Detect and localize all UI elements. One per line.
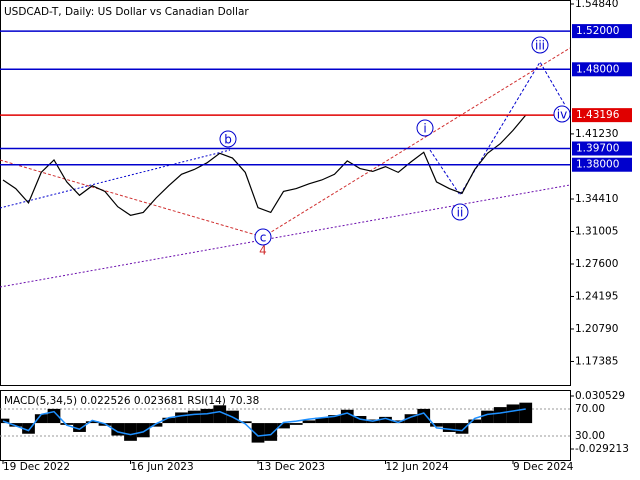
wave-label: iv <box>557 108 567 122</box>
macd-bar <box>73 423 86 432</box>
y-tick-label: 1.34410 <box>575 193 618 205</box>
macd-bar <box>0 418 10 424</box>
macd-bar <box>289 423 303 425</box>
macd-bar <box>430 423 443 427</box>
macd-bar <box>124 423 137 441</box>
trendline <box>0 159 264 238</box>
macd-bar <box>379 416 392 424</box>
trendline <box>0 149 231 209</box>
level-label: 1.39700 <box>576 143 619 155</box>
y2-tick-label: -0.029213 <box>575 443 629 455</box>
macd-bar <box>60 423 74 425</box>
wave-label: b <box>224 133 232 147</box>
wave-label: iii <box>535 39 545 53</box>
macd-bar <box>442 423 456 432</box>
level-label-box <box>572 62 632 77</box>
level-label-box <box>572 141 632 156</box>
macd-bar <box>238 421 252 424</box>
y-tick-label: 1.20790 <box>575 323 618 335</box>
macd-bar <box>481 410 494 424</box>
wave-label: ii <box>457 206 464 220</box>
indicator-title: MACD(5,34,5) 0.022526 0.023681 RSI(14) 7… <box>4 395 259 407</box>
rsi-line <box>2 408 526 437</box>
macd-bar <box>340 409 354 424</box>
y-tick-label: 1.17385 <box>575 355 618 367</box>
trendlines <box>0 47 571 288</box>
macd-bar <box>277 423 290 429</box>
wave-circle <box>451 203 469 221</box>
macd-bar <box>302 420 316 424</box>
x-tick-label: 19 Dec 2022 <box>3 461 70 473</box>
macd-bar <box>9 423 23 427</box>
macd-bar <box>149 423 163 427</box>
x-tick-label: 16 Jun 2023 <box>131 461 194 473</box>
level-label: 1.52000 <box>576 25 619 37</box>
level-label: 1.43196 <box>576 109 620 121</box>
macd-bar <box>251 423 265 443</box>
macd-bar <box>213 405 227 424</box>
macd-bar <box>175 412 188 424</box>
macd-bar <box>328 415 341 424</box>
wave-label: c <box>260 231 267 245</box>
price-line <box>2 114 527 216</box>
macd-bar <box>404 414 418 424</box>
chart-title: USDCAD-T, Daily: US Dollar vs Canadian D… <box>4 6 249 18</box>
macd-bar <box>468 419 482 424</box>
trendline <box>0 184 571 288</box>
wave-circle <box>553 105 571 123</box>
wave-label: i <box>423 122 426 136</box>
y-tick-label: 1.27600 <box>575 258 618 270</box>
level-label: 1.38000 <box>576 159 619 171</box>
macd-bar <box>506 404 520 424</box>
wave-label: 4 <box>259 244 267 258</box>
x-tick-label: 12 Jun 2024 <box>386 461 449 473</box>
macd-bar <box>264 423 278 441</box>
macd-bar <box>493 407 507 424</box>
y-tick-label: 30.00 <box>575 430 605 442</box>
macd-bar <box>519 402 533 424</box>
macd-bar <box>136 423 150 438</box>
level-label-box <box>572 157 632 172</box>
x-tick-label: 13 Dec 2023 <box>258 461 325 473</box>
macd-bar <box>162 417 176 424</box>
y-tick-label: 1.54840 <box>575 0 618 10</box>
wave-circle <box>219 130 237 148</box>
trendline <box>262 47 571 238</box>
macd-bar <box>417 408 431 424</box>
wave-circle <box>254 228 272 246</box>
wave-path <box>429 61 566 196</box>
macd-bar <box>315 417 329 424</box>
level-label-box <box>572 108 632 123</box>
y-tick-label: 70.00 <box>575 403 605 415</box>
price-frame <box>0 0 571 386</box>
wave-circle <box>531 36 549 54</box>
level-label: 1.48000 <box>576 63 619 75</box>
macd-bar <box>85 421 99 424</box>
y2-tick-label: 0.030529 <box>575 390 625 402</box>
level-label-box <box>572 24 632 39</box>
wave-circle <box>416 119 434 137</box>
x-tick-label: 9 Dec 2024 <box>513 461 574 473</box>
macd-bar <box>455 423 469 434</box>
y-tick-label: 1.31005 <box>575 225 618 237</box>
macd-bar <box>34 414 48 424</box>
macd-bar <box>187 410 201 424</box>
y-tick-label: 1.24195 <box>575 290 618 302</box>
y-tick-label: 1.41230 <box>575 128 618 140</box>
macd-bar <box>22 423 35 434</box>
macd-bar <box>200 408 214 424</box>
